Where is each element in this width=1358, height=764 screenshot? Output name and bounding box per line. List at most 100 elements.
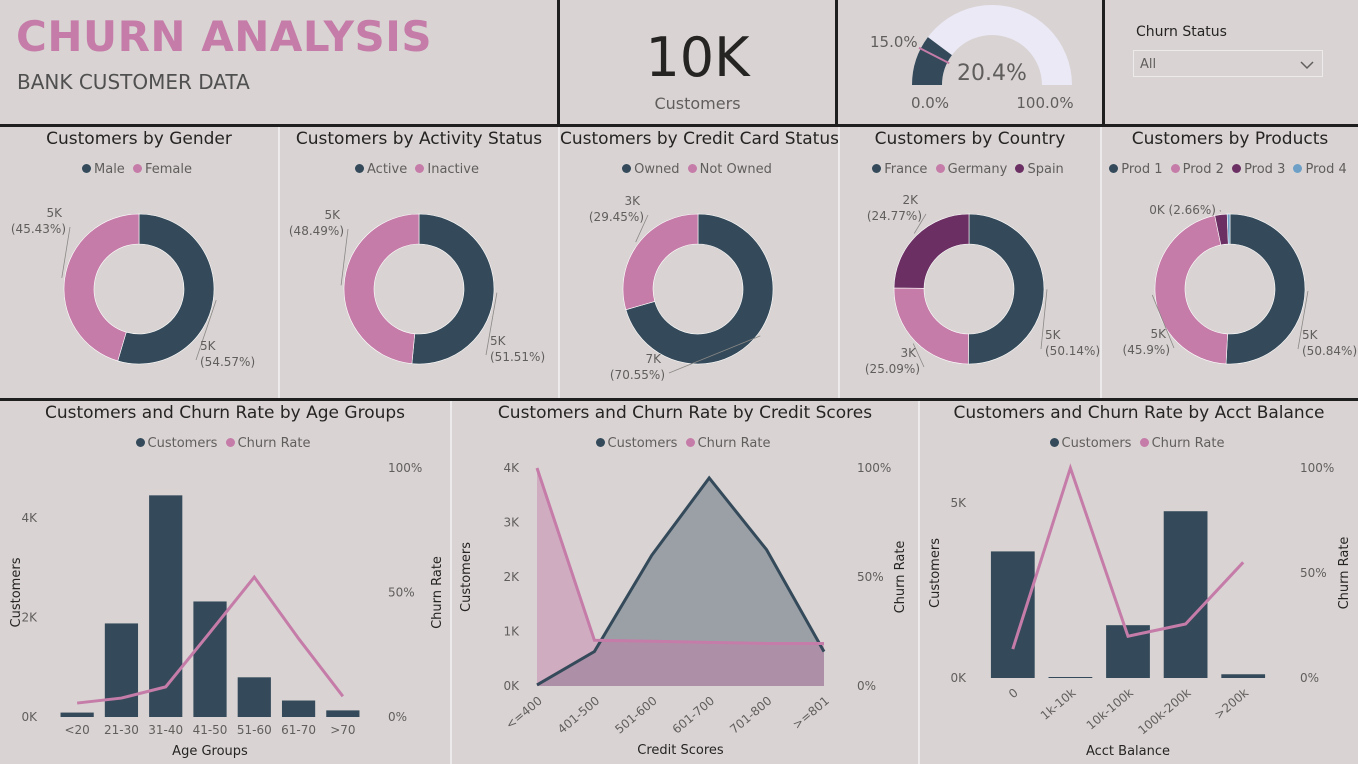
- bar-customers-2[interactable]: [149, 495, 183, 717]
- donut-slice-prod-2[interactable]: [1154, 215, 1228, 365]
- donut-data-label: (29.45%): [589, 210, 644, 224]
- bar-customers-1[interactable]: [1048, 677, 1093, 678]
- legend-dot: [935, 164, 945, 173]
- legend-item-inactive[interactable]: Inactive: [415, 162, 479, 177]
- page-subtitle: BANK CUSTOMER DATA: [17, 70, 250, 94]
- legend-item-spain[interactable]: Spain: [1015, 162, 1064, 177]
- bar-customers-0[interactable]: [990, 551, 1035, 678]
- y2-axis-title: Churn Rate: [1337, 537, 1352, 610]
- churn-rate-line[interactable]: [535, 467, 824, 645]
- legend-item-not-owned[interactable]: Not Owned: [687, 162, 772, 177]
- age-groups-panel: Customers and Churn Rate by Age Groups C…: [0, 401, 450, 764]
- donut-slice-spain[interactable]: [893, 213, 970, 289]
- filter-card: Churn Status All: [1105, 0, 1358, 124]
- legend-label: France: [884, 162, 928, 177]
- bar-customers-4[interactable]: [1221, 674, 1266, 678]
- donut-slice-owned[interactable]: [625, 213, 774, 365]
- legend-dot: [1293, 164, 1303, 173]
- donut-slice-france[interactable]: [968, 213, 1045, 365]
- x-tick-label: 21-30: [104, 723, 139, 737]
- churn-rate-line[interactable]: [76, 574, 345, 705]
- donut-slice-prod-4[interactable]: [1226, 213, 1231, 245]
- gender-donut-panel: Customers by Gender Male Female 5K (54.57…: [0, 127, 278, 398]
- acct-balance-combo-chart[interactable]: 0K 5K 0% 50% 100% Customers Churn Rate Acct Bal…: [920, 401, 1358, 764]
- bar-customers-4[interactable]: [237, 677, 271, 717]
- churn-status-dropdown[interactable]: All: [1133, 50, 1323, 77]
- gauge-target-label: 15.0%: [870, 33, 918, 51]
- legend-dot: [622, 164, 632, 173]
- gender-donut-chart[interactable]: 5K (54.57%) 5K (45.43%): [0, 127, 278, 398]
- age-chart-title: Customers and Churn Rate by Age Groups: [44, 403, 406, 423]
- age-groups-combo-chart[interactable]: 0K 2K 4K 0% 50% 100% Customers Churn Rate Age Gr…: [0, 401, 450, 764]
- x-tick-label: 701-800: [727, 694, 774, 737]
- donut-slice-active[interactable]: [411, 213, 495, 365]
- legend-item-active[interactable]: Active: [355, 162, 407, 177]
- donut-slice-inactive[interactable]: [343, 213, 420, 364]
- donut-slice-male[interactable]: [117, 213, 215, 365]
- bar-customers-5[interactable]: [281, 700, 316, 717]
- activity-donut-chart[interactable]: 5K (51.51%) 5K (48.49%): [280, 127, 558, 398]
- donut-slice-female[interactable]: [63, 213, 140, 362]
- y-axis-title: Customers: [928, 538, 943, 608]
- x-axis-title: Acct Balance: [1086, 744, 1170, 759]
- bar-customers-0[interactable]: [60, 712, 94, 717]
- credit-scores-area-chart[interactable]: 0K 1K 2K 3K 4K 0% 50% 100% Customers Churn Rate Cr…: [452, 401, 918, 764]
- bar-customers-6[interactable]: [326, 710, 360, 717]
- bar-customers-1[interactable]: [104, 623, 139, 717]
- legend-item-germany[interactable]: Germany: [935, 162, 1007, 177]
- legend-item-churn-rate[interactable]: Churn Rate: [225, 436, 310, 451]
- legend-item-prod-1[interactable]: Prod 1: [1109, 162, 1163, 177]
- donut-data-label: 0K (2.66%): [1149, 203, 1216, 217]
- credit-card-donut-panel: Customers by Credit Card Status Owned No…: [560, 127, 839, 398]
- y-tick-label: 4K: [503, 461, 520, 475]
- credit-card-donut-chart[interactable]: 7K (70.55%) 3K (29.45%): [560, 127, 838, 398]
- x-tick-label: 401-500: [555, 694, 602, 737]
- legend-item-customers[interactable]: Customers: [595, 436, 677, 451]
- legend-item-churn-rate[interactable]: Churn Rate: [685, 436, 770, 451]
- combo-vdivider-2: [918, 401, 920, 764]
- legend-item-prod-4[interactable]: Prod 4: [1293, 162, 1347, 177]
- products-chart-title: Customers by Products: [1131, 129, 1329, 149]
- x-tick-label: 51-60: [237, 723, 272, 737]
- country-donut-chart[interactable]: 5K (50.14%) 3K (25.09%) 2K (24.77%): [840, 127, 1100, 398]
- legend-item-prod-2[interactable]: Prod 2: [1170, 162, 1224, 177]
- churn-rate-line[interactable]: [1011, 463, 1245, 650]
- y2-tick-label: 0%: [1300, 671, 1319, 685]
- chevron-down-icon: [1300, 61, 1314, 70]
- legend-item-customers[interactable]: Customers: [135, 436, 218, 451]
- x-tick-label: 1k-10k: [1038, 686, 1079, 723]
- x-tick-label: 10k-100k: [1084, 686, 1136, 733]
- legend-item-france[interactable]: France: [872, 162, 927, 177]
- legend-item-female[interactable]: Female: [132, 162, 192, 177]
- legend-item-prod-3[interactable]: Prod 3: [1232, 162, 1285, 177]
- customers-line[interactable]: [536, 475, 826, 687]
- legend-item-male[interactable]: Male: [82, 162, 125, 177]
- donut-data-label: 5K: [324, 208, 341, 222]
- x-tick-label: <=400: [503, 694, 545, 732]
- donut-data-label: 5K: [46, 206, 63, 220]
- x-tick-label: 100k-200k: [1135, 686, 1193, 738]
- credit-scores-panel: Customers and Churn Rate by Credit Score…: [452, 401, 918, 764]
- legend-item-churn-rate[interactable]: Churn Rate: [1139, 436, 1225, 451]
- donut-data-label: (50.84%): [1302, 344, 1357, 358]
- products-donut-chart[interactable]: 5K (50.84%) 5K (45.9%) 0K (2.66%): [1102, 127, 1358, 398]
- age-legend: Customers Churn Rate: [0, 436, 450, 451]
- legend-label: Prod 1: [1121, 162, 1163, 177]
- donut-data-label: 5K: [200, 339, 217, 353]
- x-tick-label: 501-600: [612, 694, 659, 737]
- donut-slice-not-owned[interactable]: [622, 213, 699, 311]
- legend-label: Prod 4: [1305, 162, 1347, 177]
- bar-customers-3[interactable]: [1163, 511, 1208, 678]
- title-panel: CHURN ANALYSIS BANK CUSTOMER DATA: [0, 0, 557, 124]
- row-divider: [0, 398, 1358, 401]
- legend-label: Customers: [147, 436, 218, 451]
- customers-area[interactable]: [537, 477, 824, 686]
- donut-slice-prod-1[interactable]: [1225, 213, 1306, 365]
- legend-item-owned[interactable]: Owned: [622, 162, 679, 177]
- gauge-track: [912, 5, 1072, 85]
- legend-label: Churn Rate: [1151, 436, 1225, 451]
- legend-label: Prod 2: [1182, 162, 1224, 177]
- donut-leader-line: [1040, 289, 1048, 350]
- legend-item-customers[interactable]: Customers: [1049, 436, 1131, 451]
- donut-data-label: 5K: [1150, 327, 1167, 341]
